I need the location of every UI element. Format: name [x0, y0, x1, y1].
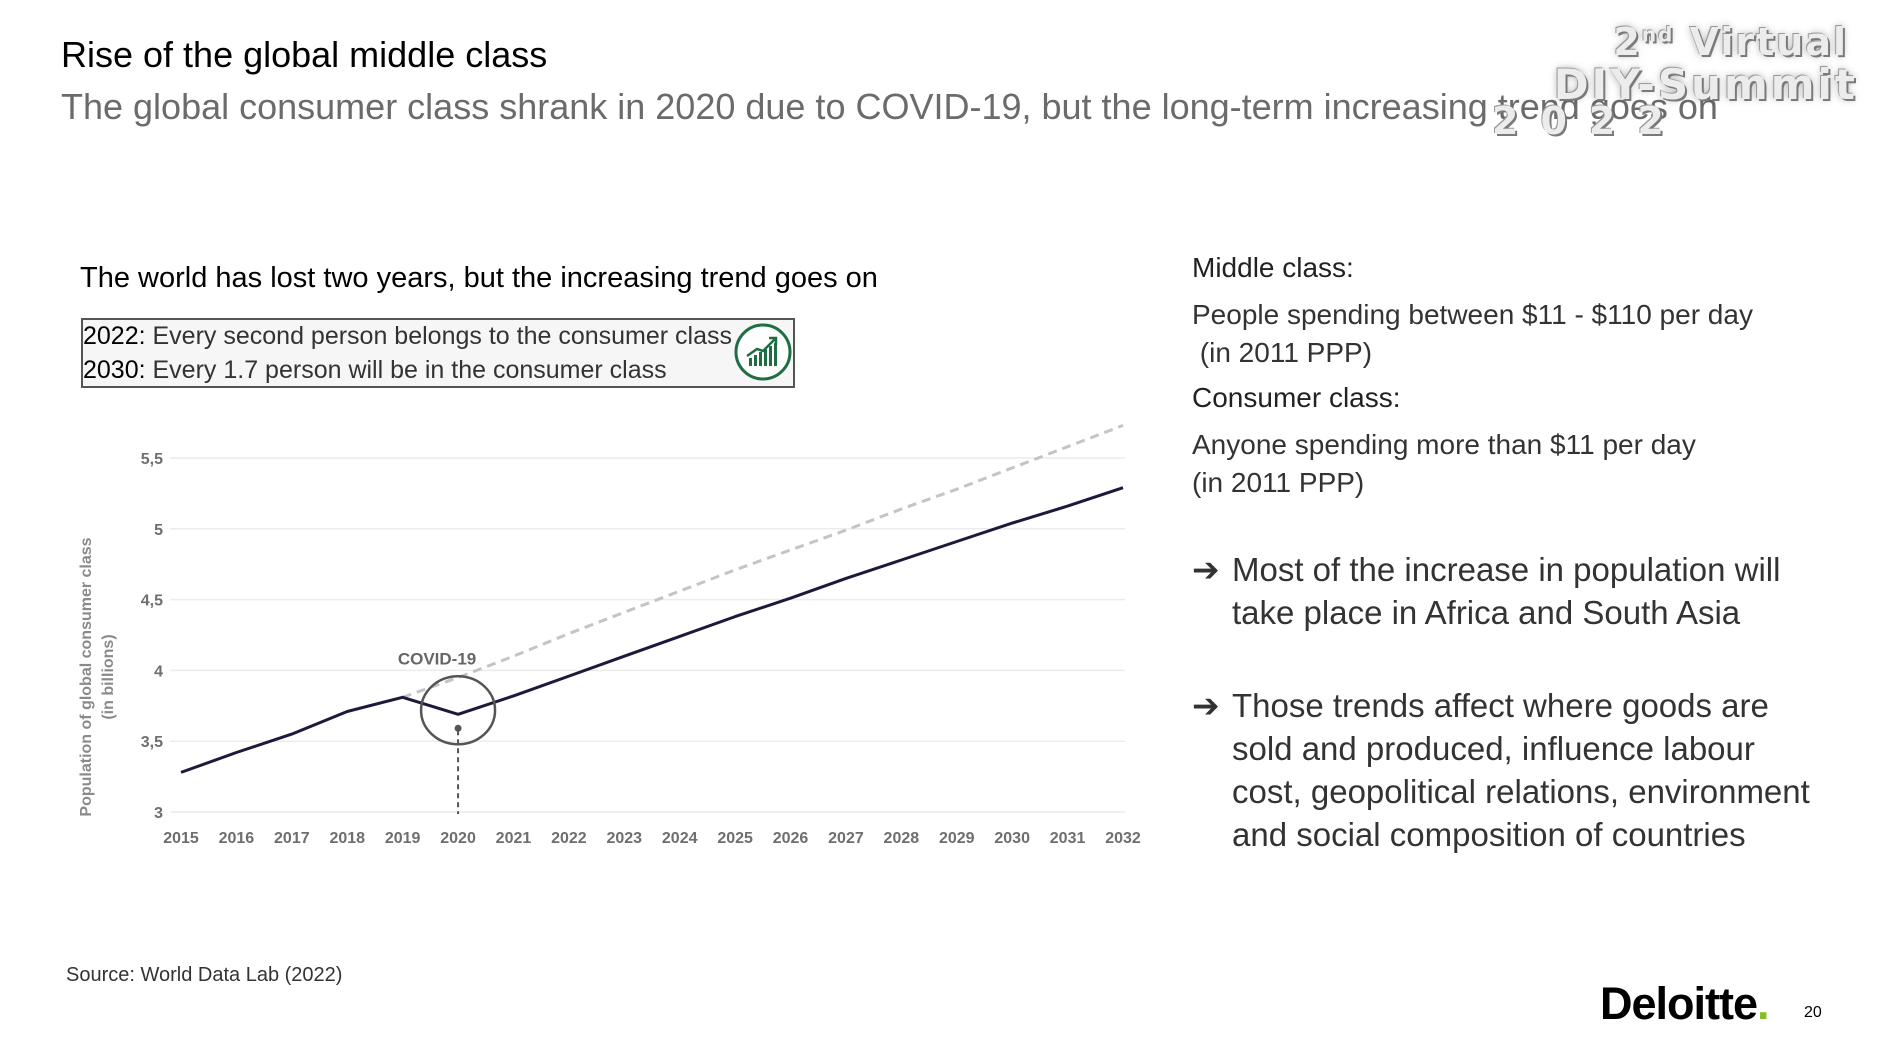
fact-2030: 2030: Every 1.7 person will be in the co… — [83, 356, 667, 385]
x-axis-ticks: 2015 2016 2017 2018 2019 2020 2021 2022 2023 2024… — [163, 830, 1141, 847]
bullet-line: Most of the increase in population will — [1232, 551, 1781, 588]
bullet-trends-effects: ➔ Those trends affect where goods are so… — [1192, 684, 1852, 856]
grid-lines — [170, 457, 1125, 813]
y-tick-label: 4 — [154, 663, 163, 680]
consumer-class-title: Consumer class: — [1192, 382, 1401, 413]
chart-heading: The world has lost two years, but the in… — [80, 262, 878, 294]
covid-annotation: COVID-19 — [398, 649, 497, 814]
arrow-right-icon: ➔ — [1192, 551, 1220, 588]
x-tick-label: 2023 — [606, 830, 642, 847]
logo-virtual: Virtual — [1674, 20, 1848, 64]
x-tick-label: 2019 — [385, 830, 421, 847]
y-tick-label: 3 — [154, 805, 163, 822]
actual-forecast-line — [180, 486, 1124, 774]
x-tick-label: 2026 — [773, 830, 809, 847]
x-tick-label: 2022 — [551, 830, 587, 847]
logo-ordinal-suffix: nd — [1641, 22, 1675, 47]
fact-text: Every 1.7 person will be in the consumer… — [145, 356, 667, 384]
fact-text: Every second person belongs to the consu… — [145, 322, 733, 350]
y-tick-label: 3,5 — [141, 734, 163, 751]
series-lines — [180, 423, 1124, 774]
logo-ordinal: 2 — [1613, 20, 1642, 64]
x-tick-label: 2020 — [440, 830, 476, 847]
fact-year: 2030: — [83, 356, 146, 384]
brand-dot: . — [1757, 978, 1769, 1029]
x-tick-label: 2018 — [329, 830, 365, 847]
bullet-line: and social composition of countries — [1232, 816, 1746, 853]
bullet-line: sold and produced, influence labour — [1232, 730, 1755, 767]
slide-title: Rise of the global middle class — [61, 34, 548, 75]
consumer-class-definition-line: Anyone spending more than $11 per day — [1192, 429, 1696, 460]
x-tick-label: 2025 — [717, 830, 753, 847]
x-tick-label: 2016 — [219, 830, 255, 847]
x-tick-label: 2029 — [939, 830, 975, 847]
y-tick-label: 5 — [154, 522, 163, 539]
x-tick-label: 2030 — [994, 830, 1030, 847]
arrow-right-icon: ➔ — [1192, 687, 1220, 724]
definitions-panel: Middle class: People spending between $1… — [1192, 252, 1852, 856]
slide-subtitle: The global consumer class shrank in 2020… — [61, 86, 1718, 127]
x-tick-label: 2021 — [496, 830, 532, 847]
logo-line-2: DIY-Summit — [1553, 60, 1858, 109]
x-tick-label: 2028 — [884, 830, 920, 847]
pre-covid-trend-line — [402, 423, 1124, 699]
x-tick-label: 2027 — [828, 830, 864, 847]
x-tick-label: 2024 — [662, 830, 698, 847]
event-logo: 2nd Virtual DIY-Summit 2022 — [1488, 20, 1858, 160]
y-tick-label: 4,5 — [141, 593, 163, 610]
y-axis-unit: (in billions) — [100, 634, 117, 719]
y-tick-label: 5,5 — [141, 451, 163, 468]
source-note: Source: World Data Lab (2022) — [66, 964, 343, 986]
x-tick-label: 2015 — [163, 830, 199, 847]
bullet-line: cost, geopolitical relations, environmen… — [1232, 773, 1810, 810]
y-axis-ticks: 3 3,5 4 4,5 5 5,5 — [141, 451, 163, 822]
fact-2022: 2022: Every second person belongs to the… — [83, 322, 732, 351]
brand-name: Deloitte — [1600, 978, 1758, 1029]
bullet-line: take place in Africa and South Asia — [1232, 594, 1741, 631]
logo-line-3: 2022 — [1492, 99, 1686, 143]
page-number: 20 — [1804, 1004, 1822, 1021]
middle-class-definition-line: (in 2011 PPP) — [1192, 337, 1373, 368]
y-axis-label: Population of global consumer class — [78, 537, 95, 816]
middle-class-title: Middle class: — [1192, 252, 1354, 283]
consumer-class-chart: 3 3,5 4 4,5 5 5,5 2015 2016 2017 2018 2019 2020 202… — [78, 423, 1141, 847]
x-tick-label: 2032 — [1105, 830, 1141, 847]
fact-year: 2022: — [83, 322, 146, 350]
bullet-africa-asia: ➔ Most of the increase in population wil… — [1192, 548, 1852, 634]
covid-annotation-label: COVID-19 — [398, 649, 476, 668]
covid-marker-dot — [454, 724, 462, 732]
consumer-class-definition-line: (in 2011 PPP) — [1192, 467, 1365, 498]
x-tick-label: 2031 — [1050, 830, 1086, 847]
logo-line-1: 2nd Virtual — [1488, 20, 1858, 64]
middle-class-definition-line: People spending between $11 - $110 per d… — [1192, 299, 1753, 330]
facts-box: 2022: Every second person belongs to the… — [81, 318, 795, 388]
deloitte-logo: Deloitte. — [1600, 978, 1769, 1030]
x-tick-label: 2017 — [274, 830, 310, 847]
bullet-line: Those trends affect where goods are — [1232, 687, 1769, 724]
growth-chart-icon — [734, 323, 792, 381]
